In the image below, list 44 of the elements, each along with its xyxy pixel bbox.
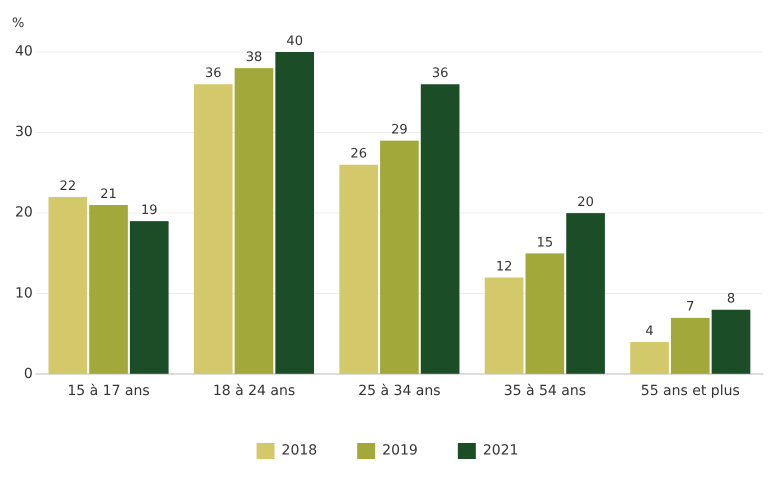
y-tick-label: 20 [14,204,33,221]
data-label: 7 [686,300,694,315]
data-label: 19 [140,203,158,218]
data-label: 38 [246,50,262,65]
x-tick-label: 15 à 17 ans [67,383,150,400]
x-tick-label: 25 à 34 ans [358,383,441,400]
bar [420,84,460,374]
data-label: 12 [496,259,512,274]
data-label: 36 [432,66,448,82]
bar [194,84,233,374]
y-tick-label: 30 [14,124,33,140]
data-label: 36 [204,66,222,82]
x-tick-label: 55 ans et plus [640,383,740,400]
bar [89,205,128,374]
data-label: 26 [350,146,367,162]
data-label: 15 [536,235,554,250]
bar [526,253,564,374]
data-label: 40 [286,34,303,49]
legend-label: 2021 [482,442,518,459]
bar [48,196,88,374]
data-label: 22 [60,178,76,194]
data-label: 8 [726,292,736,307]
legend-label: 2018 [282,442,318,459]
data-label: 29 [391,122,408,138]
data-label: 21 [100,186,117,202]
bar [339,164,378,374]
bar [275,52,314,374]
bar [712,310,750,374]
x-tick-label: 18 à 24 ans [212,383,296,400]
legend-label: 2019 [382,442,418,459]
data-label: 20 [577,194,594,210]
bar [566,213,605,374]
y-tick-label: 0 [24,366,33,382]
bar [670,318,710,374]
y-tick-label: 10 [14,285,33,302]
bar [130,221,169,374]
bar [630,342,669,374]
data-label: 4 [645,324,654,339]
x-tick-label: 35 à 54 ans [504,383,586,400]
bar [234,68,274,374]
y-tick-label: 40 [14,44,33,60]
y-axis-title: % [12,16,24,31]
bar [380,140,419,374]
bar [484,278,524,374]
